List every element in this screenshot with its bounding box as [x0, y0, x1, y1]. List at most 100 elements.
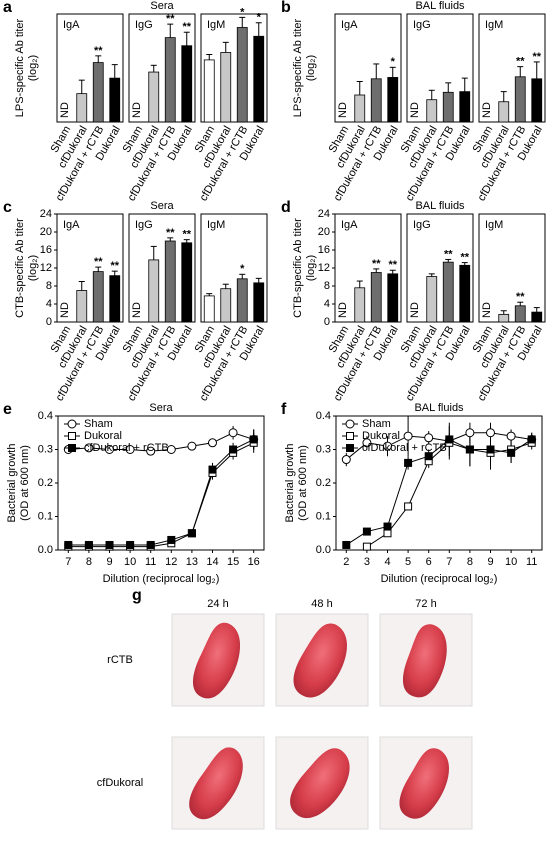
y-tick-label: 20 — [40, 226, 52, 238]
x-tick-label: 15 — [227, 556, 239, 568]
value-label: ND — [409, 102, 421, 118]
bar — [220, 52, 232, 123]
bar — [181, 45, 193, 123]
marker — [229, 445, 238, 454]
photo — [171, 613, 265, 707]
marker — [465, 428, 475, 438]
bar — [387, 77, 399, 123]
subplot-frame — [200, 213, 268, 323]
bar — [92, 271, 104, 323]
subplot-frame — [200, 13, 268, 123]
significance: ** — [516, 56, 525, 68]
bar — [203, 59, 215, 123]
y-tick-label: 24 — [40, 208, 52, 220]
bar — [459, 264, 471, 323]
marker — [403, 431, 413, 441]
value-label: ND — [409, 302, 421, 318]
marker — [187, 529, 196, 538]
significance: * — [391, 56, 396, 68]
bar — [426, 276, 438, 323]
x-tick-label: 6 — [426, 556, 432, 568]
y-tick-label: 12 — [318, 262, 330, 274]
significance: ** — [94, 256, 103, 268]
bar — [220, 288, 232, 323]
y-axis-label: Bacterial growth — [6, 444, 18, 523]
marker — [146, 446, 156, 456]
panel-letter: e — [3, 401, 12, 418]
value-label: ND — [59, 102, 71, 118]
x-tick-label: 11 — [526, 556, 537, 568]
x-tick-label: 3 — [364, 556, 370, 568]
marker — [362, 438, 372, 448]
legend-label: cfDukoral + rCTB — [362, 442, 447, 454]
value-label: ND — [59, 302, 71, 318]
legend-marker — [68, 432, 76, 440]
marker — [383, 441, 392, 451]
subplot-label: IgA — [341, 19, 358, 31]
x-tick-label: 8 — [467, 556, 473, 568]
y-axis-label: (log₂) — [27, 55, 39, 81]
y-tick-label: 0.4 — [38, 410, 53, 422]
x-tick-label: 14 — [206, 556, 218, 568]
legend-marker — [346, 444, 354, 452]
marker — [208, 438, 217, 448]
y-tick-label: 8 — [46, 280, 52, 292]
marker — [507, 448, 516, 457]
value-label: ND — [337, 302, 349, 318]
x-tick-label: 10 — [505, 556, 517, 568]
chart-title: Sera — [150, 200, 174, 212]
x-tick-label: 5 — [405, 556, 411, 568]
column-label: 24 h — [207, 598, 228, 610]
significance: ** — [182, 229, 191, 241]
bar — [531, 78, 543, 123]
y-axis-label: CTB-specific Ab titer — [292, 218, 304, 318]
marker — [105, 445, 114, 454]
series-line — [346, 438, 532, 546]
series-line — [345, 432, 532, 460]
photo — [275, 613, 369, 707]
y-tick-label: 4 — [324, 298, 330, 310]
legend-label: Dukoral — [362, 430, 400, 442]
y-tick-label: 0.1 — [38, 510, 53, 522]
y-tick-label: 0.0 — [38, 544, 53, 556]
bar — [459, 91, 471, 123]
chart-title: BAL fluids — [414, 402, 464, 414]
significance: * — [257, 12, 262, 24]
y-tick-label: 0.2 — [38, 477, 53, 489]
y-axis-label: (log₂) — [305, 55, 317, 81]
subplot-label: IgG — [135, 219, 153, 231]
marker — [383, 529, 392, 538]
panel-letter: g — [132, 587, 142, 604]
subplot-frame — [334, 13, 402, 123]
x-tick-label: 2 — [343, 556, 349, 568]
legend-label: Sham — [362, 418, 391, 430]
y-axis-label: CTB-specific Ab titer — [14, 218, 26, 318]
bar — [370, 78, 382, 123]
marker — [383, 522, 392, 531]
bar — [76, 290, 88, 323]
subplot-label: IgA — [63, 19, 80, 31]
panel-letter: a — [3, 0, 12, 16]
marker — [228, 428, 238, 438]
significance: ** — [166, 227, 175, 239]
bar — [498, 101, 510, 123]
bar — [514, 305, 526, 323]
subplot-label: IgM — [485, 219, 503, 231]
bar — [370, 272, 382, 323]
significance: ** — [460, 252, 469, 264]
bar — [426, 99, 438, 123]
marker — [342, 540, 351, 549]
marker — [187, 441, 197, 451]
panel-letter: c — [3, 199, 12, 216]
subplot-label: IgG — [413, 19, 431, 31]
bar — [148, 259, 160, 323]
series-line — [68, 442, 254, 548]
marker — [84, 443, 94, 453]
panel-letter: b — [281, 0, 291, 16]
subplot-frame — [56, 13, 124, 123]
marker — [249, 435, 258, 444]
y-tick-label: 0 — [324, 316, 330, 328]
subplot-label: IgA — [341, 219, 358, 231]
value-label: ND — [131, 102, 143, 118]
marker — [341, 455, 351, 465]
